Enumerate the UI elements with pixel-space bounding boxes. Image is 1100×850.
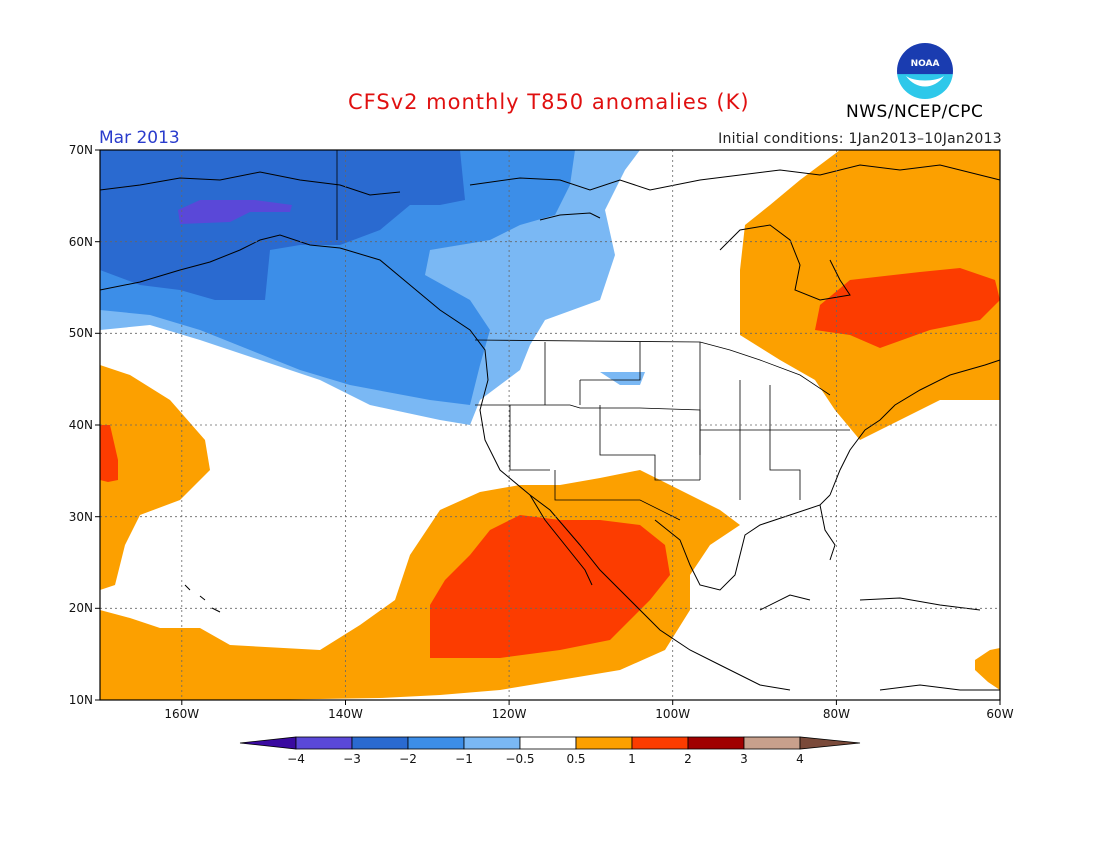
lat-label: 10N <box>69 693 93 707</box>
forecast-period: Mar 2013 <box>99 128 180 148</box>
graticule <box>100 150 1000 700</box>
colorbar-label: 0.5 <box>566 752 585 766</box>
political-borders <box>336 150 850 521</box>
colorbar-label: 2 <box>684 752 692 766</box>
dark-blue-anomaly <box>100 150 465 300</box>
colorbar-label: −3 <box>343 752 361 766</box>
colorbar-label: −4 <box>287 752 305 766</box>
lon-label: 80W <box>823 707 850 721</box>
noaa-logo: NOAA <box>897 43 953 99</box>
tick-marks <box>95 149 1001 705</box>
colorbar-box <box>687 736 745 750</box>
colorbar-label: 4 <box>796 752 804 766</box>
colorbar-box <box>407 736 465 750</box>
colorbar-label: 1 <box>628 752 636 766</box>
lat-label: 20N <box>69 601 93 615</box>
colorbar: −4 −3 −2 −1 −0.5 0.5 1 2 3 4 <box>239 736 861 766</box>
map-title: CFSv2 monthly T850 anomalies (K) <box>348 90 750 114</box>
lat-label: 50N <box>69 326 93 340</box>
colorbar-box <box>463 736 521 750</box>
colorbar-label: −2 <box>399 752 417 766</box>
red-atlantic-anomaly <box>815 268 1000 348</box>
colorbar-box <box>295 736 353 750</box>
lat-label: 70N <box>69 143 93 157</box>
initial-conditions: Initial conditions: 1Jan2013–10Jan2013 <box>718 131 1002 147</box>
lat-label: 60N <box>69 235 93 249</box>
lon-label: 120W <box>492 707 527 721</box>
lat-label: 30N <box>69 510 93 524</box>
lat-label: 40N <box>69 418 93 432</box>
colorbar-box <box>519 736 577 750</box>
lon-label: 140W <box>328 707 363 721</box>
colorbar-label: 3 <box>740 752 748 766</box>
logo-text: NOAA <box>911 59 940 69</box>
colorbar-box <box>631 736 689 750</box>
lon-label: 100W <box>655 707 690 721</box>
coastlines <box>99 164 1001 691</box>
orange-pacific-anomaly <box>100 365 210 590</box>
latitude-labels: 70N 60N 50N 40N 30N 20N 10N <box>69 143 93 707</box>
agency-label: NWS/NCEP/CPC <box>846 102 984 122</box>
colorbar-box <box>575 736 633 750</box>
colorbar-label: −0.5 <box>505 752 534 766</box>
colorbar-box <box>743 736 801 750</box>
red-subtropical-anomaly <box>430 515 670 658</box>
purple-anomaly <box>178 200 292 224</box>
lon-label: 60W <box>986 707 1013 721</box>
colorbar-label: −1 <box>455 752 473 766</box>
colorbar-box <box>351 736 409 750</box>
longitude-labels: 160W 140W 120W 100W 80W 60W <box>164 707 1013 721</box>
lon-label: 160W <box>164 707 199 721</box>
colorbar-arrow-left <box>239 736 297 750</box>
colorbar-arrow-right <box>799 736 861 750</box>
